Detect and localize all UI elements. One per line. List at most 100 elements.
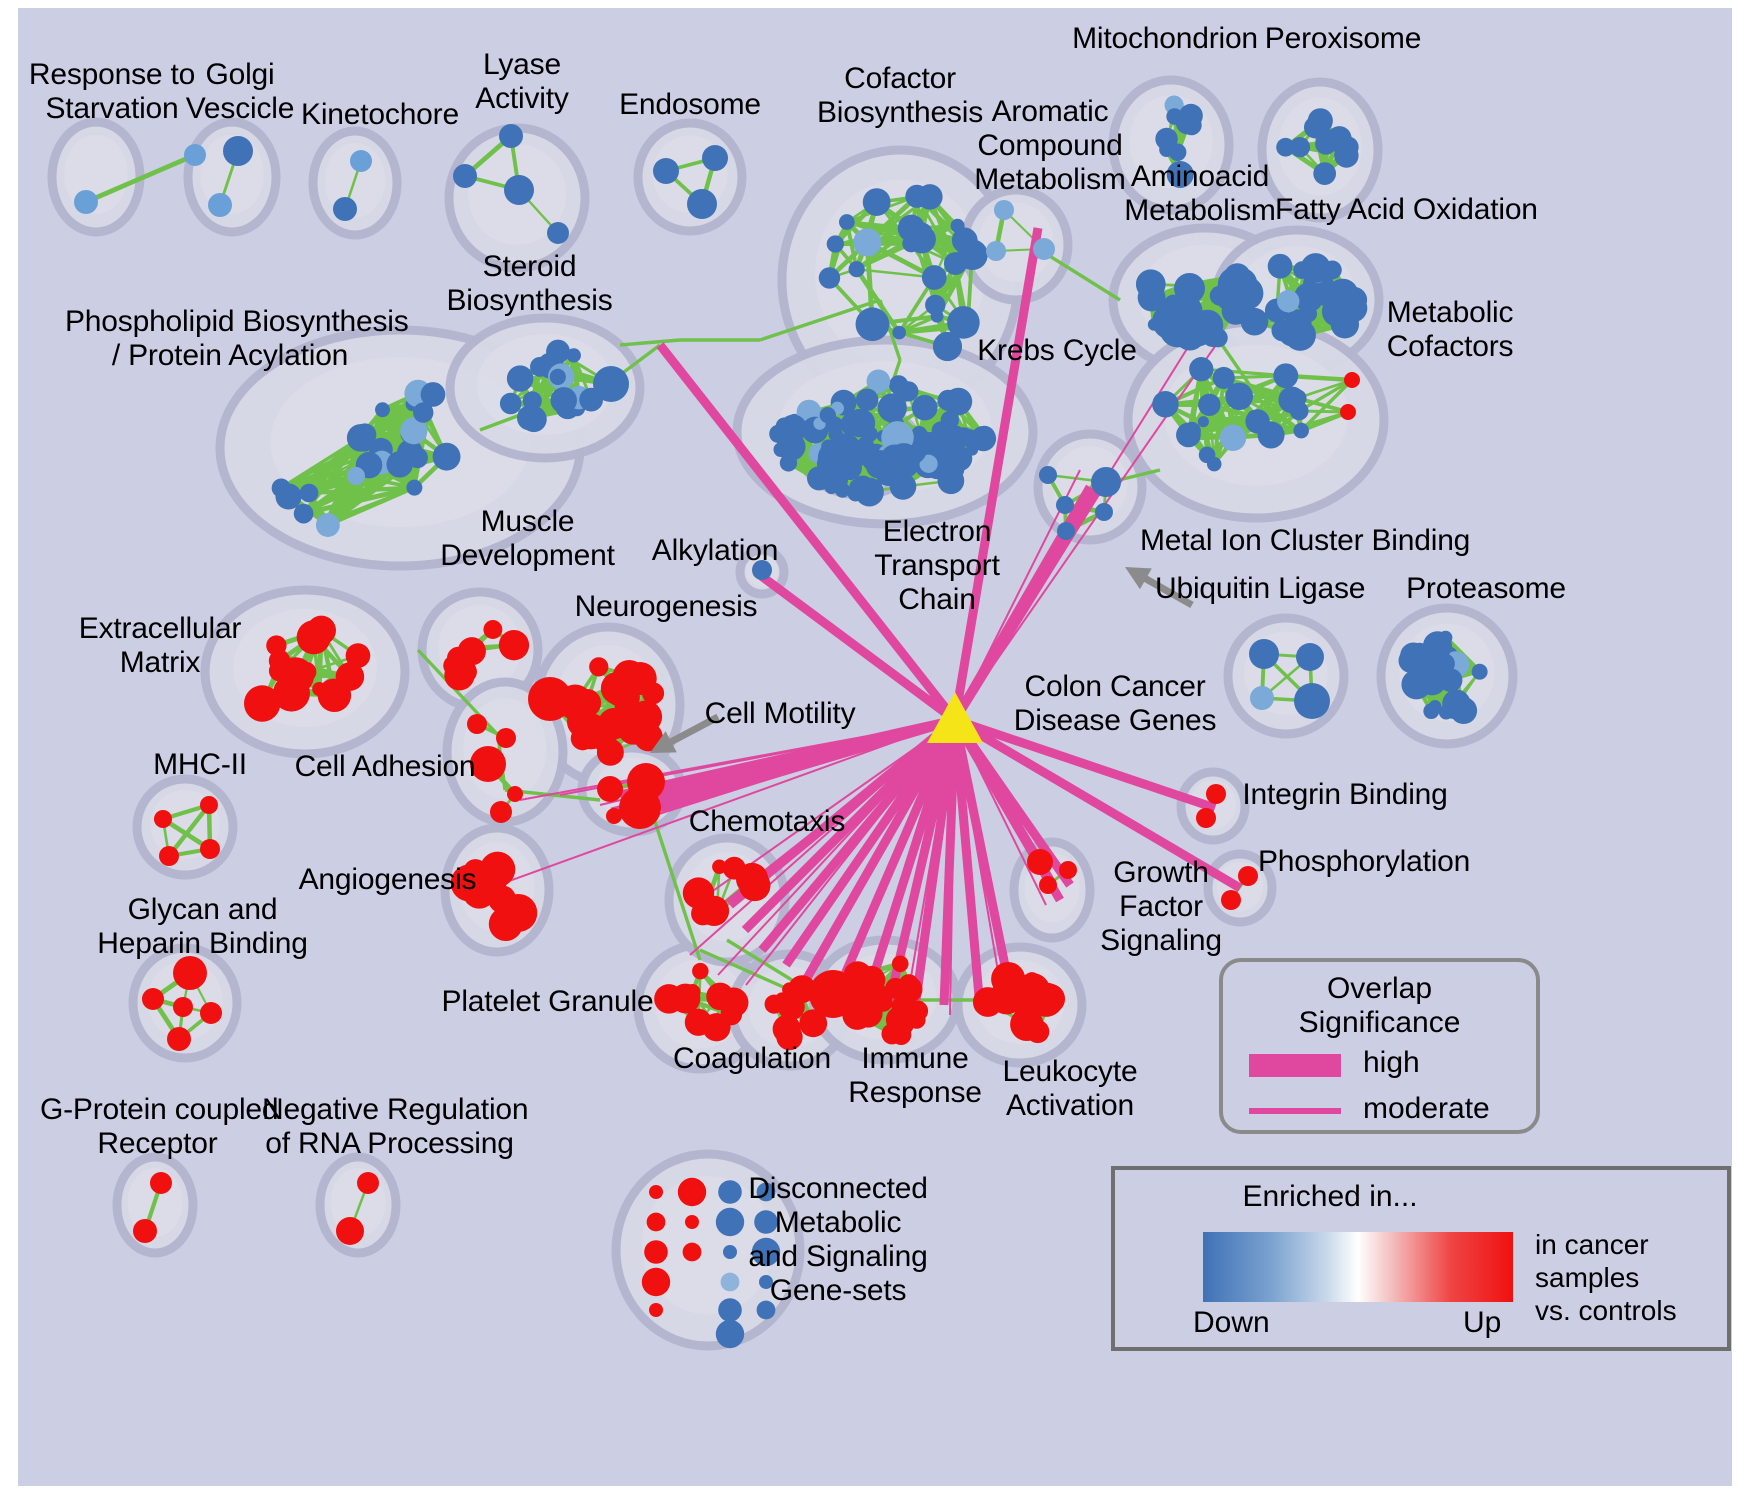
gene-set-node[interactable]: [1148, 318, 1160, 330]
gene-set-node[interactable]: [1423, 631, 1452, 660]
gene-set-node[interactable]: [922, 265, 947, 290]
gene-set-node[interactable]: [1294, 683, 1330, 719]
gene-set-node[interactable]: [954, 427, 973, 446]
gene-set-node[interactable]: [407, 448, 428, 469]
gene-set-node[interactable]: [483, 620, 502, 639]
gene-set-node[interactable]: [200, 1002, 222, 1024]
gene-set-node[interactable]: [1182, 431, 1198, 447]
gene-set-node[interactable]: [1033, 238, 1055, 260]
gene-set-node[interactable]: [547, 222, 569, 244]
gene-set-node[interactable]: [1247, 410, 1260, 423]
gene-set-node[interactable]: [1199, 447, 1216, 464]
gene-set-node[interactable]: [702, 145, 728, 171]
gene-set-node[interactable]: [444, 660, 474, 690]
gene-set-node[interactable]: [1249, 639, 1279, 669]
gene-set-node[interactable]: [1293, 261, 1311, 279]
gene-set-node[interactable]: [1315, 133, 1336, 154]
gene-set-node[interactable]: [853, 228, 881, 256]
gene-set-node[interactable]: [530, 357, 550, 377]
gene-set-node[interactable]: [154, 810, 172, 828]
gene-set-node[interactable]: [300, 484, 319, 503]
gene-set-node[interactable]: [827, 235, 844, 252]
gene-set-node[interactable]: [938, 467, 965, 494]
gene-set-node[interactable]: [597, 776, 623, 802]
gene-set-node[interactable]: [707, 903, 726, 922]
gene-set-node[interactable]: [1439, 705, 1453, 719]
gene-set-node[interactable]: [528, 677, 572, 721]
gene-set-node[interactable]: [184, 144, 206, 166]
gene-set-node[interactable]: [357, 1172, 379, 1194]
gene-set-node[interactable]: [649, 1185, 663, 1199]
gene-set-node[interactable]: [133, 1219, 157, 1243]
gene-set-node[interactable]: [589, 657, 608, 676]
gene-set-node[interactable]: [849, 261, 865, 277]
gene-set-node[interactable]: [312, 682, 326, 696]
gene-set-node[interactable]: [467, 714, 487, 734]
gene-set-node[interactable]: [1196, 808, 1216, 828]
gene-set-node[interactable]: [692, 963, 708, 979]
gene-set-node[interactable]: [647, 1213, 666, 1232]
gene-set-node[interactable]: [1308, 108, 1333, 133]
gene-set-node[interactable]: [947, 446, 972, 471]
gene-set-node[interactable]: [517, 405, 542, 430]
gene-set-node[interactable]: [294, 504, 314, 524]
gene-set-node[interactable]: [1039, 466, 1057, 484]
gene-set-node[interactable]: [941, 411, 959, 429]
gene-set-node[interactable]: [269, 660, 290, 681]
gene-set-node[interactable]: [1023, 972, 1040, 989]
gene-set-node[interactable]: [1276, 138, 1295, 157]
gene-set-node[interactable]: [1014, 1003, 1040, 1029]
gene-set-node[interactable]: [630, 700, 663, 733]
gene-set-node[interactable]: [1056, 496, 1074, 514]
gene-set-node[interactable]: [142, 988, 164, 1010]
gene-set-node[interactable]: [828, 427, 843, 442]
gene-set-node[interactable]: [1059, 861, 1077, 879]
gene-set-node[interactable]: [1189, 357, 1213, 381]
gene-set-node[interactable]: [938, 390, 959, 411]
gene-set-node[interactable]: [957, 239, 988, 270]
gene-set-node[interactable]: [854, 412, 867, 425]
gene-set-node[interactable]: [721, 1273, 740, 1292]
gene-set-node[interactable]: [464, 639, 482, 657]
gene-set-node[interactable]: [1401, 669, 1431, 699]
gene-set-node[interactable]: [567, 348, 581, 362]
gene-set-node[interactable]: [1293, 423, 1309, 439]
gene-set-node[interactable]: [354, 423, 377, 446]
gene-set-node[interactable]: [347, 467, 365, 485]
gene-set-node[interactable]: [1209, 328, 1228, 347]
gene-set-node[interactable]: [1169, 143, 1187, 161]
gene-set-node[interactable]: [1296, 643, 1324, 671]
gene-set-node[interactable]: [619, 787, 661, 829]
gene-set-node[interactable]: [1166, 108, 1183, 125]
gene-set-node[interactable]: [905, 185, 928, 208]
gene-set-node[interactable]: [1300, 305, 1317, 322]
gene-set-node[interactable]: [573, 689, 601, 717]
gene-set-node[interactable]: [433, 443, 461, 471]
gene-set-node[interactable]: [1277, 290, 1299, 312]
gene-set-node[interactable]: [598, 708, 629, 739]
gene-set-node[interactable]: [1273, 363, 1298, 388]
gene-set-node[interactable]: [571, 726, 595, 750]
gene-set-node[interactable]: [413, 402, 433, 422]
gene-set-node[interactable]: [994, 200, 1014, 220]
gene-set-node[interactable]: [606, 808, 622, 824]
gene-set-node[interactable]: [159, 846, 179, 866]
gene-set-node[interactable]: [1198, 416, 1209, 427]
gene-set-node[interactable]: [856, 982, 874, 1000]
gene-set-node[interactable]: [839, 214, 855, 230]
gene-set-node[interactable]: [208, 193, 232, 217]
gene-set-node[interactable]: [642, 1268, 670, 1296]
gene-set-node[interactable]: [1268, 254, 1293, 279]
gene-set-node[interactable]: [778, 993, 805, 1020]
gene-set-node[interactable]: [809, 970, 857, 1018]
gene-set-node[interactable]: [406, 480, 422, 496]
gene-set-node[interactable]: [1238, 866, 1258, 886]
gene-set-node[interactable]: [747, 871, 762, 886]
gene-set-node[interactable]: [150, 1172, 172, 1194]
gene-set-node[interactable]: [687, 189, 717, 219]
gene-set-node[interactable]: [593, 366, 629, 402]
gene-set-node[interactable]: [74, 190, 98, 214]
gene-set-node[interactable]: [504, 175, 534, 205]
gene-set-node[interactable]: [876, 462, 900, 486]
gene-set-node[interactable]: [712, 860, 726, 874]
